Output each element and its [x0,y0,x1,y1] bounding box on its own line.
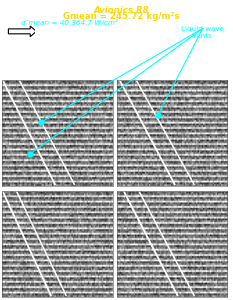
Text: Avionics R8: Avionics R8 [93,6,149,15]
Text: Gmean = 245.72 kg/m²s: Gmean = 245.72 kg/m²s [63,12,179,21]
FancyArrow shape [8,26,36,37]
Text: Liquid wave
fronts: Liquid wave fronts [181,26,224,38]
Text: q″mean = 40,364.7 W/cm²: q″mean = 40,364.7 W/cm² [21,20,118,26]
